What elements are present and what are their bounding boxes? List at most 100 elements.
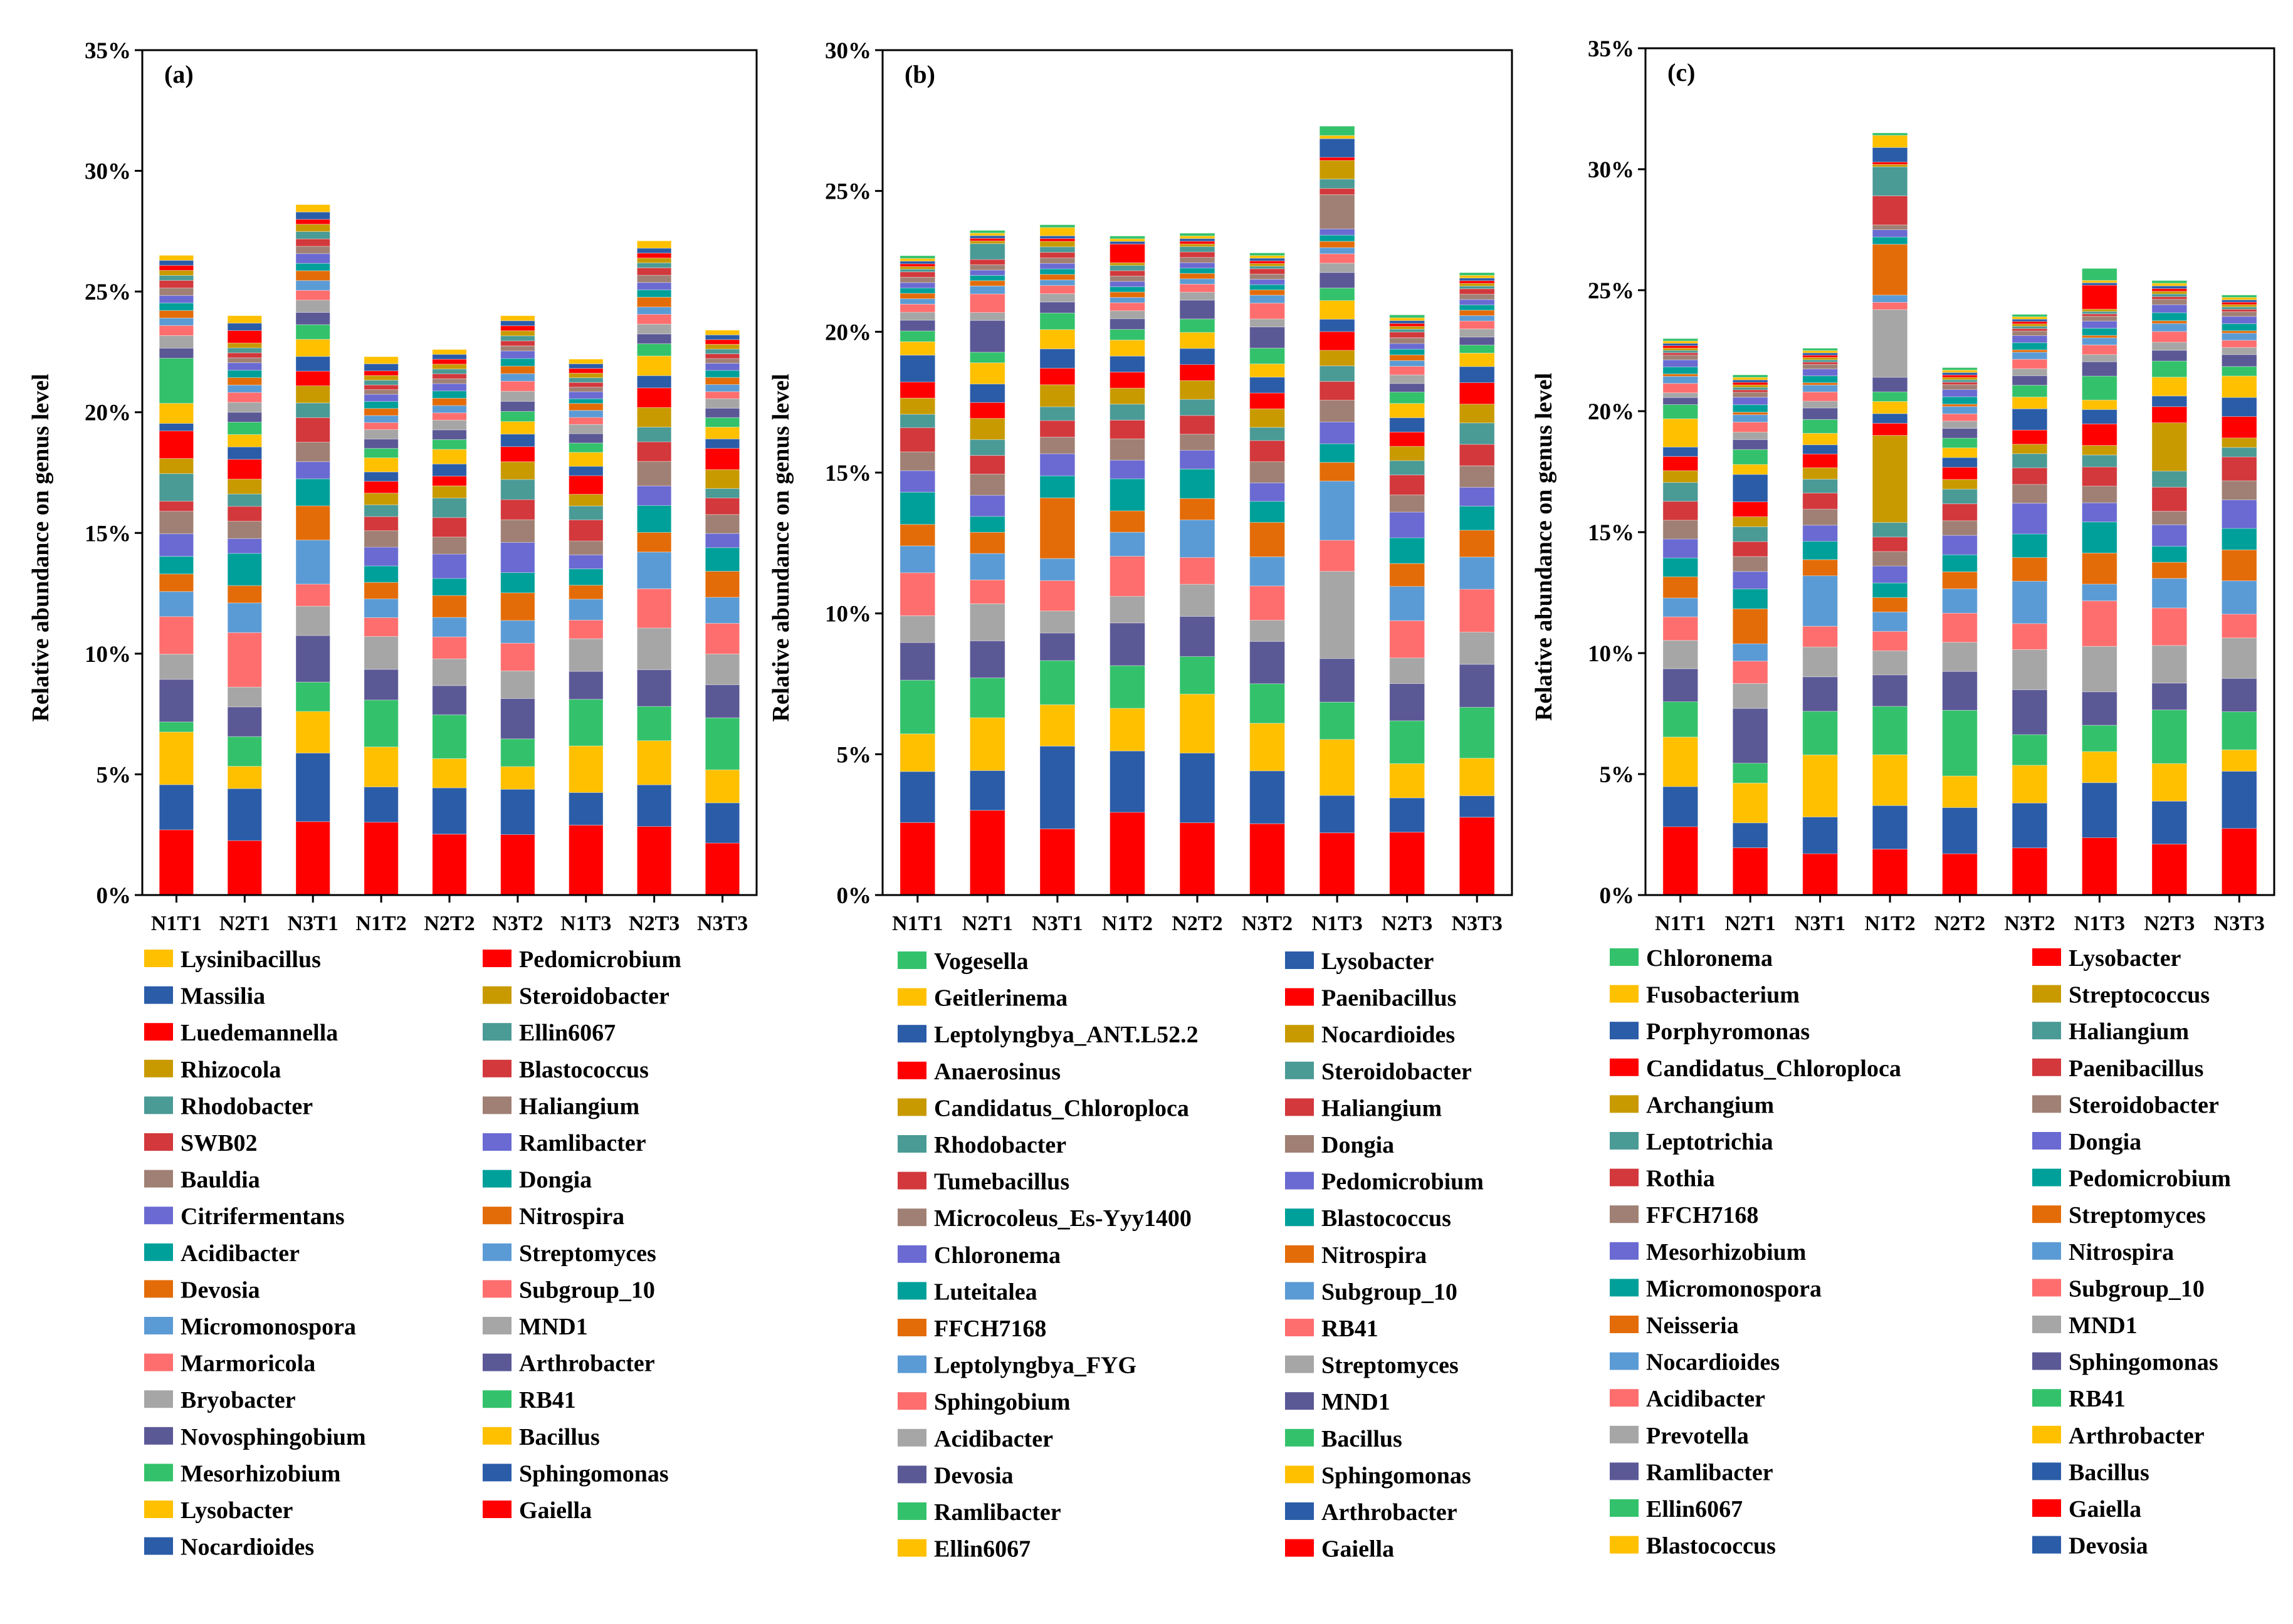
legend-swatch [2032, 1205, 2061, 1223]
bar-segment-candidatus-chloroploca-n2t1 [969, 241, 1005, 244]
bar-segment-bauldia-n3t2 [500, 345, 535, 352]
bar-segment-lysobacter-n3t3 [2221, 416, 2257, 439]
bar-segment-devosia-n2t3 [636, 296, 672, 308]
legend-label: Rothia [1646, 1166, 1715, 1192]
legend-label: Gaiella [1321, 1536, 1394, 1563]
bar-segment-nitrospira-n2t3 [636, 532, 672, 553]
bar-segment-tumebacillus-n1t2 [1110, 270, 1145, 276]
bar-segment-rothia-n3t2 [2012, 328, 2048, 332]
bar-segment-leptolyngbya-ant-l52-2-n1t3 [1319, 138, 1355, 158]
legend-label: Ellin6067 [1646, 1496, 1743, 1522]
bar-segment-lysobacter-n1t2 [1872, 422, 1908, 436]
x-tick-label: N1T1 [1655, 912, 1706, 935]
bar-segment-micromonospora-n3t1 [295, 280, 330, 291]
bar-segment-acidibacter-n3t3 [705, 370, 740, 378]
bar-segment-sphingobium-n2t3 [1389, 365, 1425, 375]
legend-label: FFCH7168 [1646, 1202, 1758, 1228]
legend-label: Lysinibacillus [181, 946, 321, 973]
legend-swatch [2032, 1462, 2061, 1480]
legend-label: Rhodobacter [181, 1093, 313, 1119]
bar-segment-luedemannella-n1t1 [159, 265, 194, 271]
bar-segment-ffch7168-n1t3 [2082, 316, 2117, 322]
bar-segment-arthrobacter-n3t3 [705, 684, 740, 718]
panel-c: N1T1 N2T1 N3T1 N1T2 N2T2 N3T2 N1T3 N2T3 N3T3 0% 5%… [1531, 36, 2275, 1559]
legend-label: Lysobacter [1321, 948, 1434, 975]
bar-segment-mnd1-n2t3 [2151, 645, 2188, 684]
bar-segment-chloronema-n3t2 [1249, 279, 1285, 285]
bar-segment-subgroup-10-n2t3 [2151, 607, 2188, 646]
legend-label: Leptolyngbya_FYG [934, 1353, 1136, 1379]
bar-segment-streptomyces-n2t2 [432, 617, 467, 637]
bar-segment-anaerosinus-n1t1 [900, 263, 936, 267]
bar-segment-haliangium-n3t3 [705, 514, 740, 534]
bar-segment-mnd1-n2t2 [1179, 616, 1215, 657]
y-tick-label: 25% [85, 280, 131, 305]
bar-segment-mesorhizobium-n1t2 [1872, 229, 1908, 238]
bar-segment-archangium-n2t3 [2151, 291, 2188, 295]
legend-swatch [1610, 1499, 1639, 1517]
legend-swatch [144, 1353, 173, 1371]
bar-segment-subgroup-10-n2t2 [1942, 612, 1978, 643]
bar-segment-mnd1-n1t2 [1110, 622, 1145, 666]
bar-segment-devosia-n1t1 [159, 310, 194, 318]
legend-swatch [1285, 1319, 1314, 1336]
legend-swatch [1285, 1539, 1314, 1557]
legend-swatch [483, 1317, 512, 1334]
bar-segment-pedomicrobium-n2t1 [227, 459, 263, 479]
bar-segment-steroidobacter-n2t3 [2151, 511, 2188, 525]
bar-segment-devosia-n1t2 [364, 408, 399, 416]
bar-segment-dongia-n1t2 [1110, 438, 1145, 461]
bar-segment-devosia-n1t3 [569, 403, 604, 411]
bar-segment-marmoricola-n2t1 [227, 392, 263, 403]
bar-segment-vogesella-n2t1 [969, 230, 1005, 234]
bar-segment-haliangium-n1t3 [2082, 454, 2117, 468]
legend-swatch [2032, 1168, 2061, 1187]
x-tick-label: N3T3 [697, 912, 748, 935]
bar-segment-luteitalea-n2t1 [969, 275, 1005, 281]
bar-segment-rb41-n3t3 [1459, 589, 1495, 632]
legend-label: Lysobacter [2069, 945, 2181, 972]
bar-segment-vogesella-n2t3 [1389, 314, 1425, 318]
bar-segment-streptomyces-n1t2 [1872, 597, 1908, 612]
legend-swatch [898, 1245, 926, 1263]
bar-segment-nocardioides-n1t2 [1872, 295, 1908, 303]
bar-segment-rb41-n3t1 [1802, 711, 1839, 755]
bar-segment-streptococcus-n1t2 [1872, 435, 1908, 523]
legend-label: Chloronema [1646, 945, 1773, 972]
bar-segment-mnd1-n3t3 [1459, 664, 1495, 708]
legend-swatch [2032, 1132, 2061, 1150]
bar-segment-rhodobacter-n2t1 [227, 347, 263, 354]
bar-segment-geitlerinema-n1t3 [1319, 135, 1355, 139]
bar-segment-luteitalea-n2t2 [1179, 268, 1215, 274]
bar-segment-rhizocola-n1t3 [569, 372, 604, 379]
bar-segment-anaerosinus-n2t2 [1179, 241, 1215, 244]
bar-segment-dongia-n1t2 [1872, 565, 1908, 584]
bar-segment-citrifermentans-n3t1 [295, 253, 330, 264]
legend-swatch [144, 1317, 173, 1334]
bar-segment-streptococcus-n3t1 [1802, 467, 1839, 480]
bar-segment-subgroup-10-n1t1 [159, 616, 194, 655]
bar-segment-prevotella-n3t1 [1802, 401, 1839, 409]
x-tick-label: N3T2 [1242, 912, 1293, 935]
bar-segment-nitrospira-n1t2 [1872, 611, 1908, 632]
bar-segment-mesorhizobium-n3t1 [1802, 369, 1839, 377]
bar-segment-devosia-n2t2 [432, 397, 467, 406]
bar-segment-arthrobacter-n1t2 [1110, 750, 1145, 813]
bar-segment-archangium-n1t2 [1872, 164, 1908, 167]
bar-segment-streptomyces-n3t1 [1039, 610, 1076, 634]
legend-swatch [1285, 1098, 1314, 1116]
bar-segment-fusobacterium-n1t1 [1662, 340, 1699, 344]
legend-swatch [144, 1501, 173, 1518]
bar-segment-sphingobium-n2t1 [969, 293, 1005, 313]
legend-swatch [144, 1427, 173, 1445]
bar-segment-citrifermentans-n1t2 [364, 394, 399, 402]
bar-segment-novosphingobium-n1t2 [364, 438, 399, 449]
bar-segment-subgroup-10-n3t2 [1249, 556, 1285, 587]
bar-segment-lysobacter-n2t1 [969, 384, 1005, 403]
bar-segment-prevotella-n1t3 [2082, 354, 2117, 362]
bar-segment-arthrobacter-n1t3 [569, 671, 604, 700]
legend-label: Arthrobacter [2069, 1423, 2205, 1449]
bar-segment-geitlerinema-n2t2 [1179, 235, 1215, 239]
bar-segment-gaiella-n3t2 [2012, 847, 2048, 896]
bar-segment-ramlibacter-n1t1 [159, 533, 194, 557]
